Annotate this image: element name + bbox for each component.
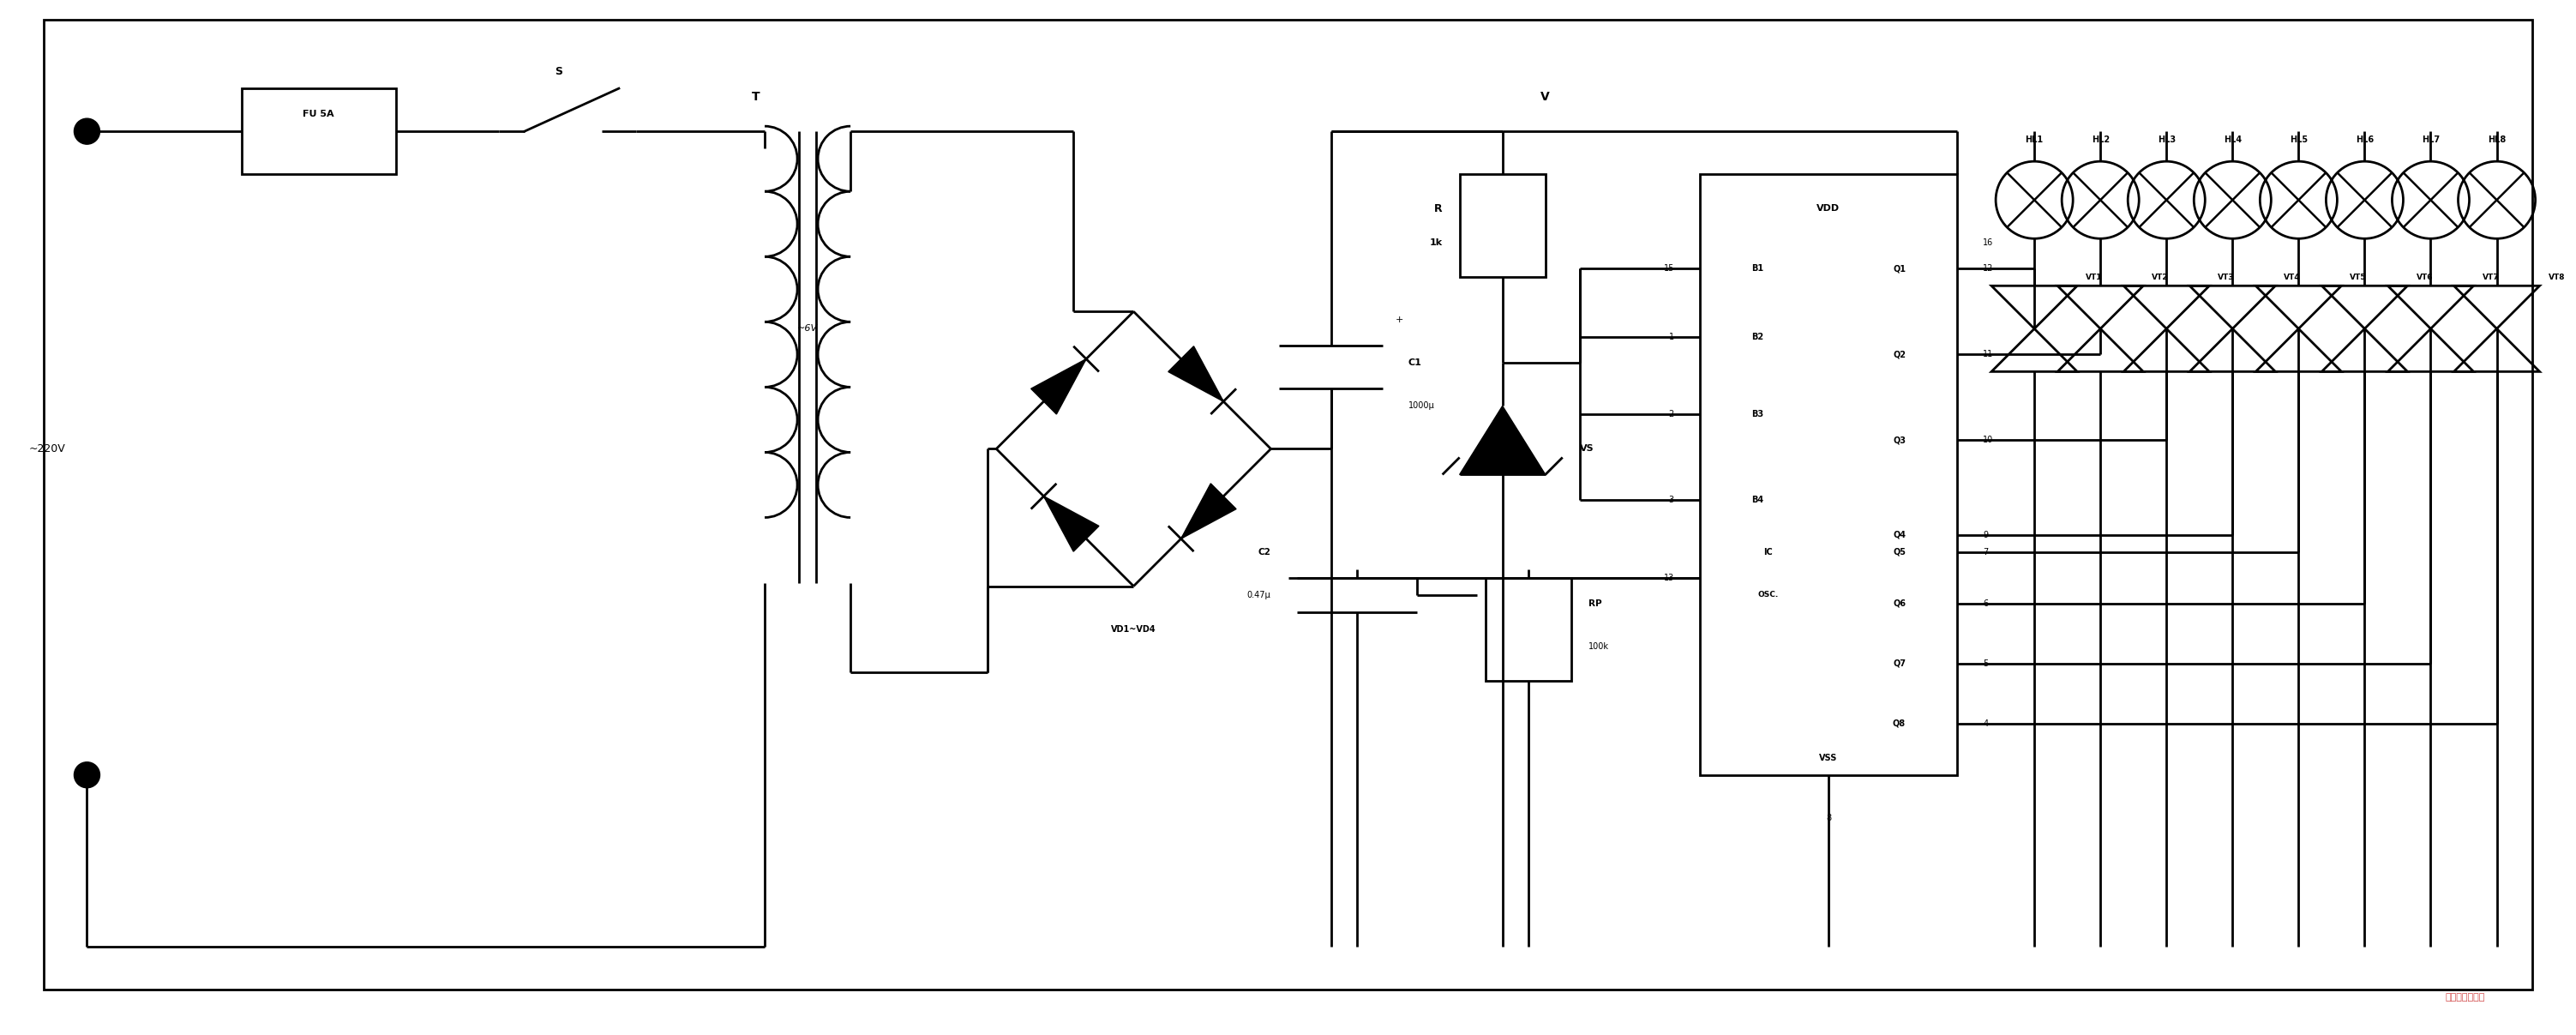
Circle shape (75, 762, 100, 788)
Text: Q6: Q6 (1893, 599, 1906, 608)
Text: Q5: Q5 (1893, 548, 1906, 556)
Text: HL4: HL4 (2223, 136, 2241, 144)
Text: VT5: VT5 (2349, 273, 2367, 282)
Text: 7: 7 (1984, 548, 1989, 556)
Text: FU 5A: FU 5A (304, 110, 335, 118)
Text: OSC.: OSC. (1757, 591, 1780, 598)
Bar (1700, 174, 1958, 775)
Text: 1: 1 (1669, 333, 1674, 342)
Text: ~6V: ~6V (796, 324, 819, 333)
Text: 4: 4 (1984, 719, 1989, 728)
Text: Q1: Q1 (1893, 264, 1906, 273)
Text: 15: 15 (1664, 264, 1674, 273)
Text: ~220V: ~220V (28, 443, 64, 454)
Text: VSS: VSS (1819, 753, 1837, 762)
Bar (242, 88, 397, 174)
Text: HL2: HL2 (2092, 136, 2110, 144)
Text: Q8: Q8 (1893, 719, 1906, 728)
Text: VT1: VT1 (2087, 273, 2102, 282)
Polygon shape (1180, 483, 1236, 539)
Text: 13: 13 (1664, 573, 1674, 582)
Polygon shape (1170, 347, 1224, 402)
Text: B4: B4 (1752, 496, 1765, 505)
Polygon shape (1030, 359, 1087, 414)
Text: VS: VS (1579, 445, 1595, 453)
Text: 10: 10 (1984, 436, 1994, 445)
Text: VT2: VT2 (2151, 273, 2169, 282)
Text: 9: 9 (1984, 530, 1989, 539)
Text: V: V (1540, 91, 1551, 104)
Text: HL6: HL6 (2354, 136, 2372, 144)
Text: 16: 16 (1984, 239, 1994, 247)
Text: B3: B3 (1752, 410, 1765, 419)
Polygon shape (1043, 496, 1100, 552)
Text: 2: 2 (1669, 410, 1674, 419)
Text: 6: 6 (1984, 599, 1989, 608)
Text: VDD: VDD (1816, 204, 1839, 213)
Text: Q7: Q7 (1893, 659, 1906, 668)
Text: 3: 3 (1669, 496, 1674, 505)
Text: HL7: HL7 (2421, 136, 2439, 144)
Text: VT3: VT3 (2218, 273, 2233, 282)
Text: C2: C2 (1257, 548, 1270, 556)
Text: 1000μ: 1000μ (1409, 402, 1435, 410)
Text: VD1~VD4: VD1~VD4 (1110, 625, 1157, 633)
Text: Q4: Q4 (1893, 530, 1906, 539)
Text: 8: 8 (1826, 814, 1832, 822)
Text: HL1: HL1 (2025, 136, 2043, 144)
Text: 12: 12 (1984, 264, 1994, 273)
Text: RP: RP (1589, 599, 1602, 608)
Text: 100k: 100k (1589, 642, 1610, 651)
Text: HL3: HL3 (2159, 136, 2177, 144)
Text: IC: IC (1765, 548, 1772, 556)
Bar (1461, 174, 1546, 277)
Text: C1: C1 (1409, 359, 1422, 367)
Bar (1486, 578, 1571, 681)
Text: T: T (752, 91, 760, 104)
Text: VT4: VT4 (2285, 273, 2300, 282)
Text: 维库电子市场网: 维库电子市场网 (2445, 993, 2486, 1002)
Text: Q2: Q2 (1893, 350, 1906, 359)
Text: R: R (1435, 203, 1443, 214)
Text: HL5: HL5 (2290, 136, 2308, 144)
Text: VT6: VT6 (2416, 273, 2432, 282)
Text: 5: 5 (1984, 659, 1989, 668)
Text: VT8: VT8 (2548, 273, 2566, 282)
Text: 0.47μ: 0.47μ (1247, 590, 1270, 599)
Text: HL8: HL8 (2488, 136, 2506, 144)
Polygon shape (1461, 406, 1546, 475)
Text: 11: 11 (1984, 350, 1994, 359)
Text: B2: B2 (1752, 333, 1765, 342)
Text: VT7: VT7 (2483, 273, 2499, 282)
Circle shape (75, 118, 100, 144)
Text: Q3: Q3 (1893, 436, 1906, 445)
Text: 1k: 1k (1430, 239, 1443, 247)
Text: B1: B1 (1752, 264, 1765, 273)
Text: S: S (554, 65, 562, 77)
Text: +: + (1396, 316, 1404, 324)
